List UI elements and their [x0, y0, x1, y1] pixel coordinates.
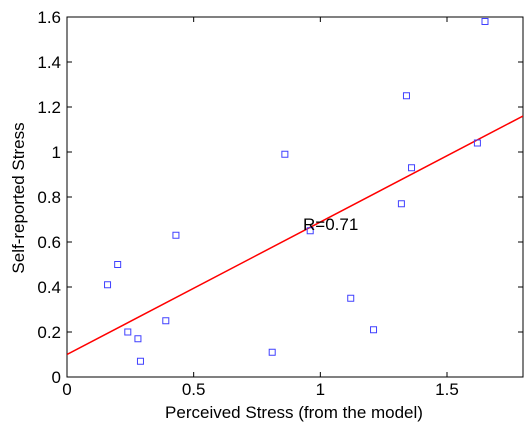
data-point [347, 294, 355, 302]
y-axis-label: Self-reported Stress [9, 122, 28, 273]
x-tick-label: 0 [62, 380, 71, 399]
plot-area [66, 16, 524, 378]
x-axis-label: Perceived Stress (from the model) [165, 403, 423, 422]
data-point [124, 328, 132, 336]
x-tick-label: 0.5 [182, 380, 206, 399]
y-tick-label: 0 [52, 368, 61, 387]
data-point [104, 281, 112, 289]
data-point [473, 139, 481, 147]
data-point [172, 231, 180, 239]
data-point [114, 261, 122, 268]
data-point [408, 164, 416, 172]
y-tick-label: 0.6 [37, 233, 61, 252]
y-tick-label: 1.6 [37, 8, 61, 27]
chart-marks [67, 18, 523, 365]
data-point [136, 357, 144, 365]
data-point [370, 326, 378, 334]
y-tick-label: 1.2 [37, 98, 61, 117]
data-point [306, 227, 314, 235]
y-tick-label: 1.4 [37, 53, 61, 72]
data-point [402, 92, 410, 100]
x-tick-label: 1 [316, 380, 325, 399]
axes: 0 0.5 1 1.5 0 0.2 0.4 0.6 0.8 1 1.2 1.4 1.6 [37, 8, 523, 399]
y-tick-label: 0.8 [37, 188, 61, 207]
correlation-annotation: R=0.71 [303, 215, 358, 234]
x-tick-label: 1.5 [435, 380, 459, 399]
data-point [162, 317, 170, 325]
y-tick-label: 1 [52, 143, 61, 162]
data-point [397, 200, 405, 208]
data-point [268, 348, 276, 356]
y-tick-label: 0.2 [37, 323, 61, 342]
plot-frame [66, 16, 524, 378]
data-point [481, 18, 489, 25]
data-point [134, 335, 142, 343]
y-tick-label: 0.4 [37, 278, 61, 297]
data-point [281, 150, 289, 158]
regression-line [67, 115, 523, 356]
